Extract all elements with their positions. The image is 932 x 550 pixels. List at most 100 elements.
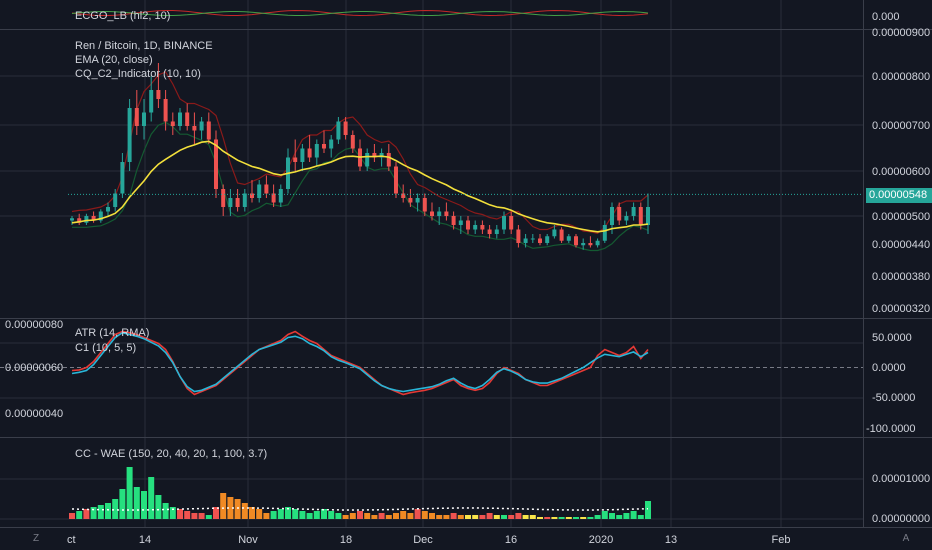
candle-32 [300,144,305,171]
wae-bar-35 [321,509,327,519]
candle-80 [646,193,650,234]
wae-bar-80 [645,501,651,519]
candle-37 [336,117,341,144]
wae-bar-38 [342,515,349,519]
wae-bar-8 [126,467,133,519]
candles [70,63,650,250]
chart-grid [0,0,863,527]
wae-bar-40 [357,511,363,519]
candle-0 [70,216,74,225]
wae-bar-45 [393,513,399,519]
candle-62 [516,225,521,248]
candle-67 [552,225,557,239]
candle-21 [221,184,226,216]
candle-73 [595,238,600,248]
wae-bar-28 [270,511,277,519]
candle-51 [437,207,442,225]
candle-52 [444,202,449,221]
candle-19 [206,112,211,144]
wae-bar-75 [609,513,615,519]
wae-bar-7 [119,489,126,519]
wae-bar-71 [580,517,587,519]
wae-right-tick-0: 0.00001000 [872,473,930,485]
ecgo-pane[interactable]: ECGO_LB (hl2, 10) 0.000 [71,9,900,23]
candle-5 [106,202,110,216]
candle-60 [502,211,506,234]
candle-77 [624,211,629,225]
candle-59 [494,225,499,239]
candle-57 [480,220,485,234]
candle-71 [581,238,586,250]
ema-line [71,140,649,233]
candle-13 [163,90,168,131]
wae-bar-25 [249,507,255,519]
wae-bar-6 [112,499,119,519]
time-label-0: ct [67,534,76,546]
ecgo-green-line [71,10,649,17]
wae-bar-41 [364,513,371,519]
candle-76 [617,202,622,225]
atr-left-tick-2: 0.00000040 [5,408,63,420]
ema-legend: EMA (20, close) [75,54,153,66]
atr-line [71,330,649,396]
main-price-pane[interactable]: Ren / Bitcoin, 1D, BINANCE EMA (20, clos… [68,27,930,315]
wae-bar-9 [133,487,140,519]
candle-18 [199,117,204,140]
wae-pane[interactable]: CC - WAE (150, 20, 40, 20, 1, 100, 3.7) … [69,448,930,525]
ecgo-legend: ECGO_LB (hl2, 10) [75,10,170,22]
wae-bar-10 [141,491,147,519]
wae-right-tick-1: 0.00000000 [872,513,930,525]
candle-78 [631,202,636,221]
wae-bar-46 [400,511,407,519]
price-tick-5: 0.00000380 [872,271,930,283]
wae-bar-56 [472,515,479,519]
wae-legend: CC - WAE (150, 20, 40, 20, 1, 100, 3.7) [75,448,267,460]
candle-64 [530,234,535,243]
candle-25 [250,180,254,203]
price-tick-top: 0.00000900 [872,27,930,39]
timezone-z-icon[interactable]: Z [32,533,40,544]
atr-right-tick-1: 0.0000 [872,362,906,374]
candle-1 [77,213,82,225]
candle-9 [134,90,139,135]
atr-pane[interactable]: ATR (14, RMA) C1 (10, 5, 5) 0.00000080 0… [0,319,916,435]
wae-bar-3 [90,507,97,519]
wae-bar-29 [277,509,284,519]
time-label-8: Feb [772,534,791,546]
candle-50 [430,202,434,221]
price-axis-ticks: 0.00000800 0.00000700 0.00000600 0.00000500… [872,71,930,315]
wae-bar-79 [637,515,644,519]
price-tick-1: 0.00000700 [872,120,930,132]
wae-bar-1 [76,511,83,519]
wae-deadzone-line [71,507,649,511]
time-label-5: 16 [505,534,517,546]
auto-scale-a-icon[interactable]: A [902,533,910,544]
candle-46 [401,184,406,203]
candle-35 [322,130,326,153]
candle-11 [149,76,154,122]
candle-16 [185,103,190,131]
candle-26 [257,180,262,203]
price-tick-2: 0.00000600 [872,166,930,178]
candle-2 [84,213,89,225]
wae-bar-11 [148,477,155,519]
wae-bar-24 [241,503,248,519]
candle-41 [365,148,370,171]
candle-38 [343,117,348,140]
wae-bar-48 [414,509,421,519]
wae-bar-58 [486,513,493,519]
candle-14 [170,112,175,135]
wae-bar-59 [493,515,500,519]
wae-bar-5 [105,503,111,519]
candle-45 [394,162,398,198]
wae-bar-20 [213,507,219,519]
wae-bar-77 [623,513,630,519]
atr-right-tick-2: -50.0000 [872,392,915,404]
candle-23 [235,189,240,212]
time-label-6: 2020 [589,534,613,546]
wae-bar-31 [292,509,299,519]
time-axis[interactable]: ct 14 Nov 18 Dec 16 2020 13 Feb [67,534,790,546]
candle-70 [574,234,578,248]
wae-bar-65 [537,517,543,519]
